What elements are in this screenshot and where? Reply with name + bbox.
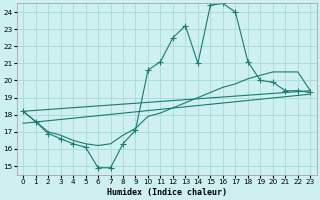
X-axis label: Humidex (Indice chaleur): Humidex (Indice chaleur) (107, 188, 227, 197)
